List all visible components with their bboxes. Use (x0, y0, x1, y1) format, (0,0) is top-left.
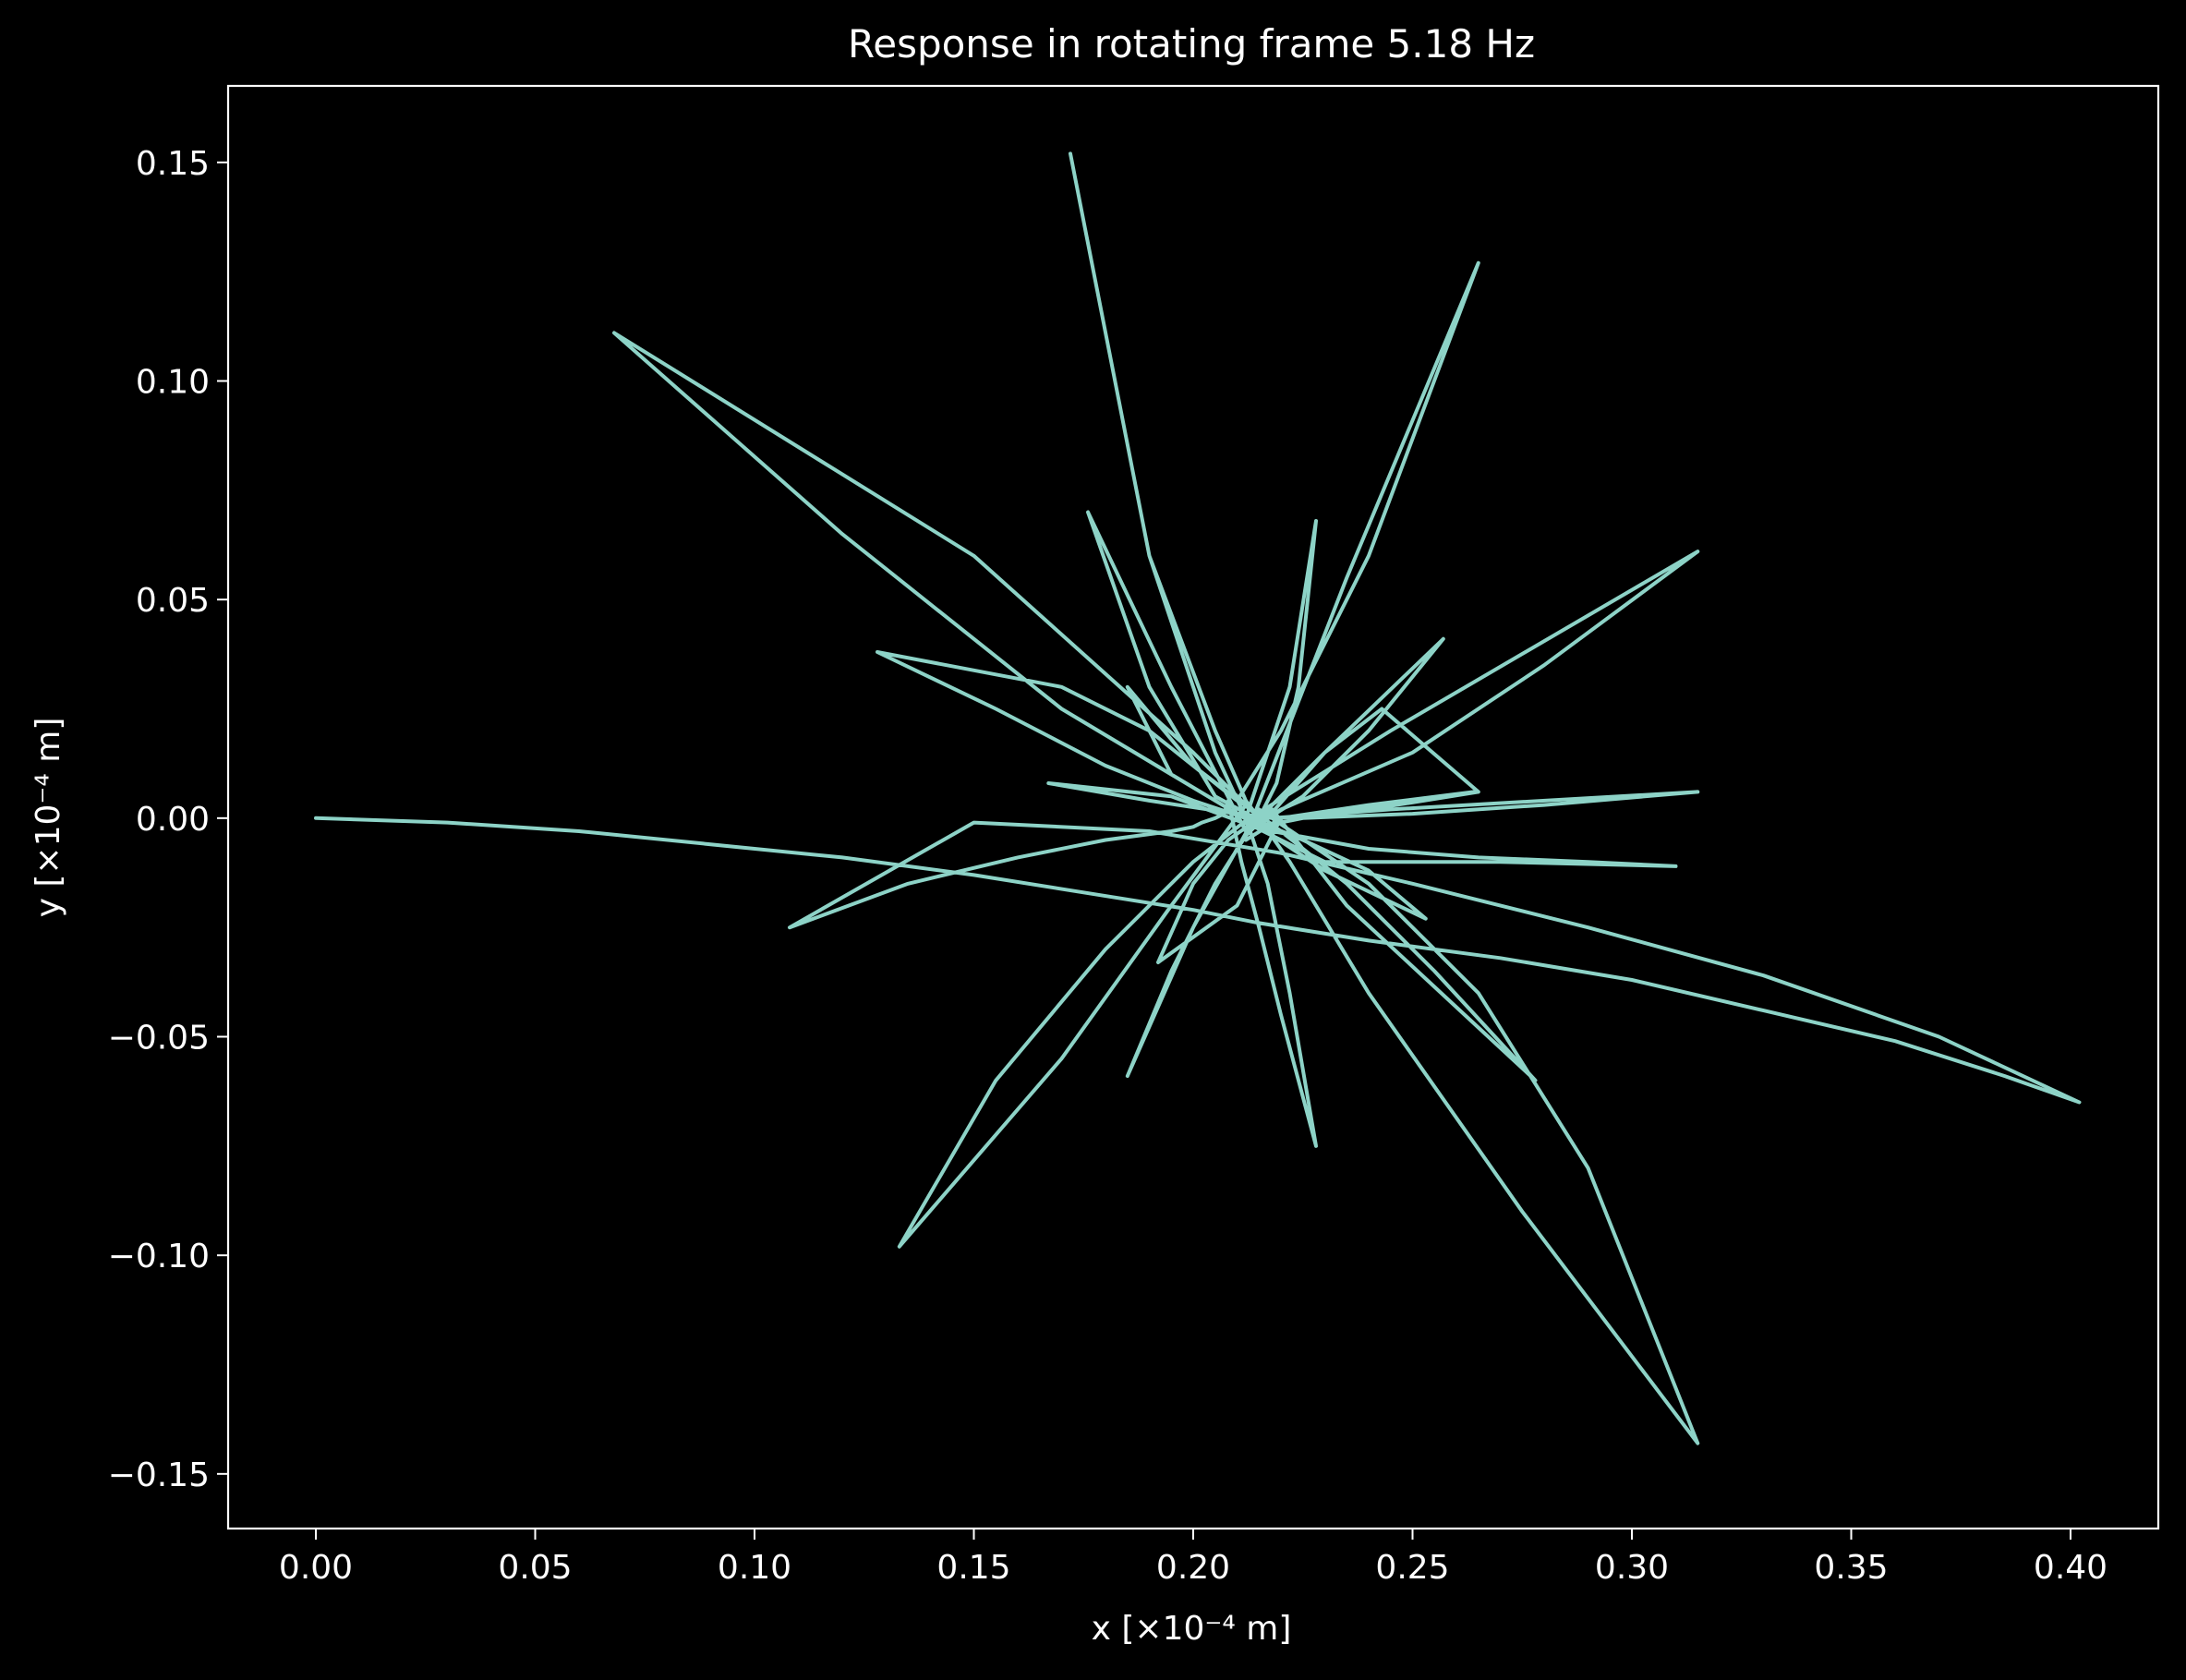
x-axis-label: x [×10⁻⁴ m] (1092, 1610, 1292, 1648)
x-tick-label: 0.05 (498, 1549, 572, 1587)
y-tick-label: −0.05 (108, 1020, 210, 1058)
y-tick-label: 0.05 (136, 582, 210, 620)
x-tick-label: 0.00 (279, 1549, 353, 1587)
series-line (314, 151, 2082, 1445)
y-tick-label: 0.10 (136, 364, 210, 402)
y-tick-label: −0.10 (108, 1238, 210, 1275)
x-tick-label: 0.40 (2034, 1549, 2107, 1587)
y-tick-label: 0.15 (136, 145, 210, 183)
chart-title: Response in rotating frame 5.18 Hz (848, 21, 1535, 66)
x-tick-label: 0.25 (1375, 1549, 1449, 1587)
x-tick-label: 0.10 (718, 1549, 791, 1587)
plot-area (314, 151, 2082, 1445)
y-tick-label: 0.00 (136, 801, 210, 839)
x-tick-label: 0.20 (1156, 1549, 1230, 1587)
y-tick-label: −0.15 (108, 1456, 210, 1494)
axes: 0.00 0.05 0.10 0.15 0.20 0.25 0.30 0.35 0.40 −0.1… (108, 84, 2160, 1587)
y-axis-label: y [×10⁻⁴ m] (30, 718, 67, 918)
x-tick-label: 0.15 (936, 1549, 1010, 1587)
x-tick-label: 0.30 (1595, 1549, 1669, 1587)
x-tick-label: 0.35 (1814, 1549, 1888, 1587)
